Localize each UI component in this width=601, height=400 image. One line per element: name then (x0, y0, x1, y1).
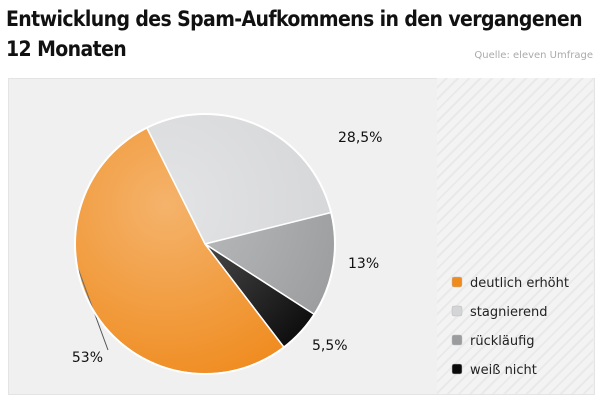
pie-outline (74, 113, 336, 375)
data-label: 28,5% (338, 130, 382, 146)
data-label: 13% (348, 256, 379, 272)
legend-swatch (451, 363, 463, 375)
data-label: 53% (72, 350, 103, 366)
legend-label: weiß nicht (470, 363, 537, 378)
legend-panel (437, 78, 593, 394)
data-label: 5,5% (312, 338, 348, 354)
pie-highlight (75, 114, 335, 374)
source-note: Quelle: eleven Umfrage (474, 50, 593, 61)
legend-label: deutlich erhöht (470, 276, 569, 291)
legend-swatch (451, 334, 463, 346)
legend-swatch (451, 305, 463, 317)
legend-swatch (451, 276, 463, 288)
chart-title: Entwicklung des Spam-Aufkommens in den v… (6, 7, 583, 61)
legend-label: rückläufig (470, 334, 535, 349)
legend-label: stagnierend (470, 305, 548, 320)
